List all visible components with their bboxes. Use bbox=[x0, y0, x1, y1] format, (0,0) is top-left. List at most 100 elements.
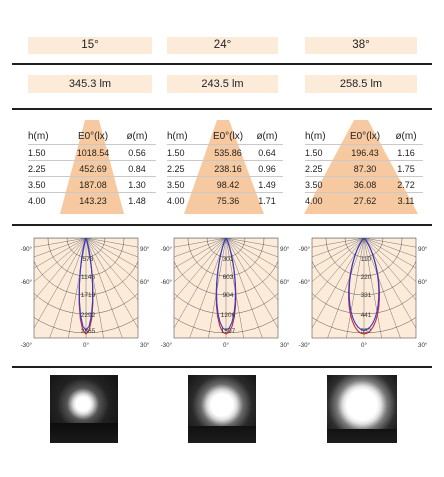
cell-h: 2.25 bbox=[305, 160, 341, 177]
cell-d: 0.64 bbox=[251, 144, 283, 161]
polar-ring-label: 603 bbox=[223, 274, 234, 281]
candela-curve-c90 bbox=[348, 238, 380, 331]
cell-h: 2.25 bbox=[28, 160, 68, 177]
cell-d: 1.71 bbox=[251, 192, 283, 208]
table-row: 4.00 143.23 1.48 bbox=[28, 192, 156, 208]
polar-ring-label: 1719 bbox=[81, 292, 96, 299]
cell-d: 1.75 bbox=[389, 160, 423, 177]
cell-e0: 36.08 bbox=[341, 176, 389, 193]
table-row: 3.50 187.08 1.30 bbox=[28, 176, 156, 193]
col-header-diameter: ø(m) bbox=[126, 130, 148, 142]
axis-label-right-bottom: 30° bbox=[280, 342, 290, 348]
cell-d: 1.49 bbox=[251, 176, 283, 193]
polar-ring-label: 331 bbox=[361, 292, 372, 299]
polar-ring-label: 904 bbox=[223, 292, 234, 299]
divider-3 bbox=[12, 224, 432, 226]
beam-angle-38: 38° bbox=[305, 37, 417, 54]
cell-d: 1.48 bbox=[118, 192, 156, 208]
cell-e0: 535.86 bbox=[205, 144, 251, 161]
cell-e0: 196.43 bbox=[341, 144, 389, 161]
table-row: 4.00 75.36 1.71 bbox=[167, 192, 283, 208]
polar-ring-label: 1206 bbox=[221, 312, 236, 319]
cell-e0: 75.36 bbox=[205, 192, 251, 208]
axis-label-right-top: 90° bbox=[280, 246, 290, 253]
cell-e0: 452.69 bbox=[68, 160, 118, 177]
lumen-24: 243.5 lm bbox=[167, 75, 278, 93]
cell-d: 0.96 bbox=[251, 160, 283, 177]
axis-label-left-bottom: -30° bbox=[161, 342, 173, 348]
axis-label-right-top: 90° bbox=[418, 246, 428, 253]
candela-curve-c90 bbox=[78, 238, 94, 332]
cell-e0: 238.16 bbox=[205, 160, 251, 177]
axis-label-bottom: 0° bbox=[361, 342, 367, 348]
polar-ring-label: 441 bbox=[361, 312, 372, 319]
axis-label-left-bottom: -30° bbox=[21, 342, 33, 348]
candela-curve-c90 bbox=[216, 238, 236, 331]
axis-label-left-top: -90° bbox=[299, 246, 311, 253]
cell-h: 1.50 bbox=[28, 144, 68, 161]
lumen-15: 345.3 lm bbox=[28, 75, 152, 93]
cell-e0: 27.62 bbox=[341, 192, 389, 208]
cell-e0: 1018.54 bbox=[68, 144, 118, 161]
table-row: 1.50 1018.54 0.56 bbox=[28, 144, 156, 161]
table-row: 1.50 535.86 0.64 bbox=[167, 144, 283, 161]
col-header-illuminance: E0°(lx) bbox=[212, 130, 244, 142]
cell-e0: 87.30 bbox=[341, 160, 389, 177]
polar-ring-label: 301 bbox=[223, 256, 234, 263]
col-header-diameter: ø(m) bbox=[256, 130, 278, 142]
polar-diagram-38: 110 220 331 441 552 -90° -60° -30° 0° 90° 60° 30° bbox=[299, 237, 428, 348]
beam-angle-15: 15° bbox=[28, 37, 152, 54]
table-row: 2.25 87.30 1.75 bbox=[305, 160, 423, 177]
axis-label-left-mid: -60° bbox=[299, 279, 311, 286]
table-row: 2.25 238.16 0.96 bbox=[167, 160, 283, 177]
cell-h: 1.50 bbox=[305, 144, 341, 161]
cell-d: 1.30 bbox=[118, 176, 156, 193]
axis-label-right-mid: 60° bbox=[280, 279, 290, 286]
cell-h: 4.00 bbox=[305, 192, 341, 208]
polar-diagram-24: 301 603 904 1206 1507 -90° -60° -30° 0° 90° 60° 30° bbox=[161, 237, 290, 348]
cell-d: 1.16 bbox=[389, 144, 423, 161]
axis-label-left-mid: -60° bbox=[161, 279, 173, 286]
polar-ring-label: 573 bbox=[83, 256, 94, 263]
cell-e0: 143.23 bbox=[68, 192, 118, 208]
beam-photo-38 bbox=[327, 375, 397, 443]
cell-h: 4.00 bbox=[28, 192, 68, 208]
axis-label-right-bottom: 30° bbox=[418, 342, 428, 348]
cell-h: 3.50 bbox=[305, 176, 341, 193]
divider-2 bbox=[12, 108, 432, 110]
cell-d: 0.56 bbox=[118, 144, 156, 161]
cell-h: 1.50 bbox=[167, 144, 205, 161]
photometric-table-15: h(m) E0°(lx) ø(m) 1.50 1018.54 0.56 2.25… bbox=[28, 128, 156, 208]
cell-h: 3.50 bbox=[28, 176, 68, 193]
table-row: 1.50 196.43 1.16 bbox=[305, 144, 423, 161]
axis-label-left-bottom: -30° bbox=[299, 342, 311, 348]
beam-photo-15 bbox=[50, 375, 118, 443]
polar-ring-label: 2865 bbox=[81, 328, 96, 335]
polar-ring-label: 110 bbox=[361, 256, 372, 263]
axis-label-right-bottom: 30° bbox=[140, 342, 150, 348]
axis-label-left-top: -90° bbox=[21, 246, 33, 253]
cell-d: 2.72 bbox=[389, 176, 423, 193]
cell-h: 2.25 bbox=[167, 160, 205, 177]
cell-d: 0.84 bbox=[118, 160, 156, 177]
col-header-diameter: ø(m) bbox=[395, 130, 417, 142]
col-header-height: h(m) bbox=[167, 130, 188, 142]
divider-1 bbox=[12, 63, 432, 65]
axis-label-bottom: 0° bbox=[83, 342, 89, 348]
axis-label-left-top: -90° bbox=[161, 246, 173, 253]
col-header-height: h(m) bbox=[305, 130, 326, 142]
divider-4 bbox=[12, 366, 432, 368]
table-row: 3.50 98.42 1.49 bbox=[167, 176, 283, 193]
cell-d: 3.11 bbox=[389, 192, 423, 208]
polar-ring-label: 552 bbox=[361, 328, 372, 335]
axis-label-left-mid: -60° bbox=[21, 279, 33, 286]
photometric-table-24: h(m) E0°(lx) ø(m) 1.50 535.86 0.64 2.25 … bbox=[167, 128, 283, 208]
cell-e0: 187.08 bbox=[68, 176, 118, 193]
beam-angle-24: 24° bbox=[167, 37, 278, 54]
axis-label-right-mid: 60° bbox=[418, 279, 428, 286]
photometric-table-38: h(m) E0°(lx) ø(m) 1.50 196.43 1.16 2.25 … bbox=[305, 128, 423, 208]
polar-ring-label: 1146 bbox=[81, 274, 95, 281]
polar-diagram-15: 573 1146 1719 2292 2865 -90° -60° -30° 0° 90° 60° 3… bbox=[21, 237, 150, 348]
beam-photo-24 bbox=[188, 375, 256, 443]
polar-ring-label: 220 bbox=[361, 274, 372, 281]
